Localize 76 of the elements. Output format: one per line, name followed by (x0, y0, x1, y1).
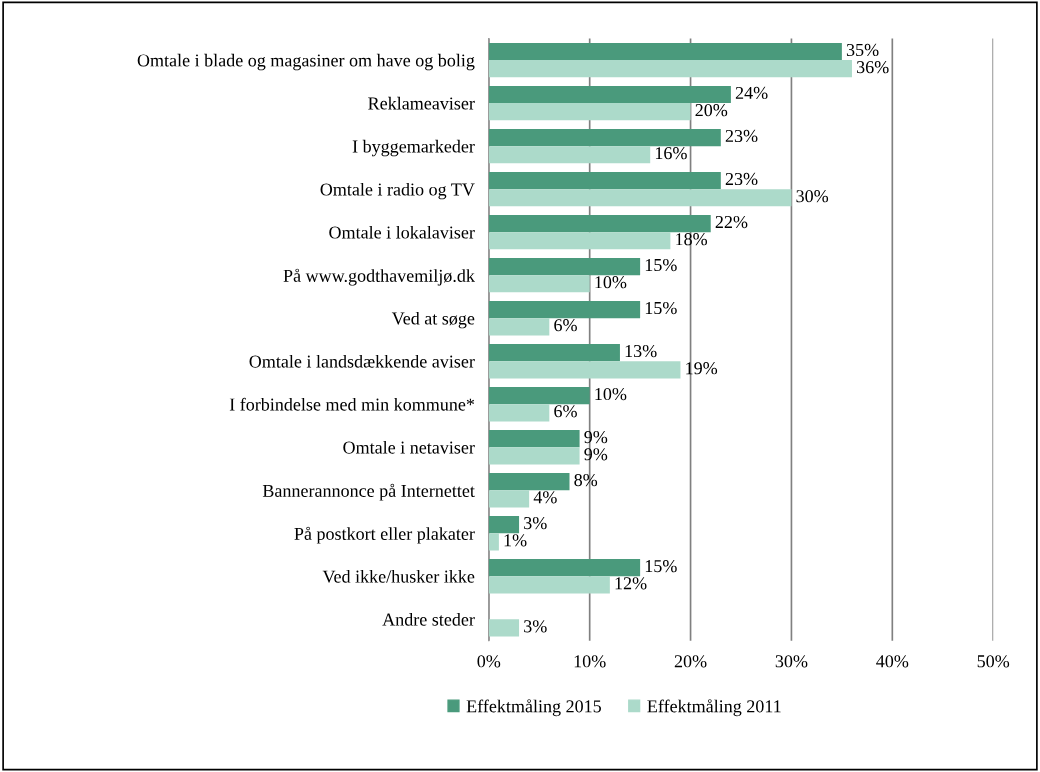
y-tick-label: Omtale i blade og magasiner om have og bolig (137, 53, 475, 71)
x-tick-label: 40% (876, 655, 909, 668)
data-label: 12% (615, 577, 647, 590)
data-label: 15% (645, 559, 677, 573)
x-tick-label: 10% (574, 655, 606, 668)
x-tick-label: 0% (477, 655, 501, 668)
y-tick-label: Omtale i radio og TV (320, 182, 475, 200)
y-tick-label: Andre steder (382, 612, 475, 626)
data-label: 1% (504, 534, 527, 547)
bar (488, 619, 520, 637)
data-label: 10% (595, 276, 627, 289)
y-tick-label: På postkort eller plakater (294, 526, 475, 544)
bar (488, 404, 550, 422)
data-label: 15% (645, 258, 677, 272)
y-tick-label: I byggemarkeder (352, 139, 475, 157)
data-label: 3% (524, 516, 547, 530)
bar (488, 275, 590, 293)
data-label: 3% (524, 620, 547, 633)
bar (488, 559, 641, 577)
x-tick-label: 20% (674, 655, 707, 668)
data-label: 19% (686, 362, 718, 375)
data-label: 10% (595, 387, 627, 401)
y-tick-label: Ved ikke/husker ikke (322, 569, 475, 583)
legend-label: Effektmåling 2011 (647, 699, 781, 717)
bar (488, 171, 721, 190)
x-tick-label: 30% (775, 655, 808, 668)
data-label: 15% (645, 301, 677, 315)
bar (488, 103, 691, 121)
y-tick-label: Omtale i netaviser (343, 440, 475, 454)
data-label: 30% (796, 190, 829, 203)
y-tick-label: Omtale i landsdækkende aviser (249, 354, 475, 368)
y-tick-label: Omtale i lokalaviser (329, 225, 475, 239)
bar (488, 189, 792, 207)
bar (488, 386, 590, 405)
x-tick-label: 50% (977, 655, 1010, 668)
y-tick-label: Bannerannonce på Internettet (262, 483, 475, 501)
y-tick-label: Reklameaviser (368, 96, 475, 110)
bar (488, 60, 852, 78)
bar (488, 473, 570, 491)
data-label: 6% (554, 319, 577, 332)
bar (488, 318, 550, 336)
bar (488, 490, 530, 508)
bar (488, 128, 721, 147)
bar (488, 300, 641, 319)
bar (488, 576, 610, 594)
data-label: 24% (735, 86, 768, 100)
y-tick-label: Ved at søge (391, 311, 475, 329)
bar (488, 214, 711, 233)
data-label: 35% (846, 43, 879, 57)
bar (488, 85, 731, 104)
bar (488, 232, 671, 250)
data-label: 20% (695, 104, 728, 117)
bar (488, 361, 681, 379)
data-label: 22% (715, 215, 748, 229)
legend-label: Effektmåling 2015 (466, 699, 601, 717)
data-label: 8% (574, 473, 598, 487)
y-tick-label: I forbindelse med min kommune* (229, 397, 475, 411)
bar (488, 257, 641, 276)
data-label: 13% (625, 344, 657, 358)
data-label: 9% (584, 430, 608, 444)
data-label: 36% (857, 61, 889, 74)
data-label: 9% (584, 448, 608, 461)
data-label: 23% (725, 129, 758, 143)
data-label: 4% (533, 491, 557, 504)
data-label: 23% (725, 172, 758, 186)
bar (488, 447, 580, 465)
y-tick-label: På www.godthavemiljø.dk (283, 268, 475, 286)
data-label: 18% (676, 233, 708, 246)
bar (488, 533, 499, 551)
bar (488, 430, 580, 448)
bar (488, 146, 651, 164)
bar (488, 343, 620, 362)
bar (488, 516, 520, 534)
data-label: 16% (655, 147, 687, 160)
bar (488, 42, 842, 61)
data-label: 6% (554, 405, 577, 418)
